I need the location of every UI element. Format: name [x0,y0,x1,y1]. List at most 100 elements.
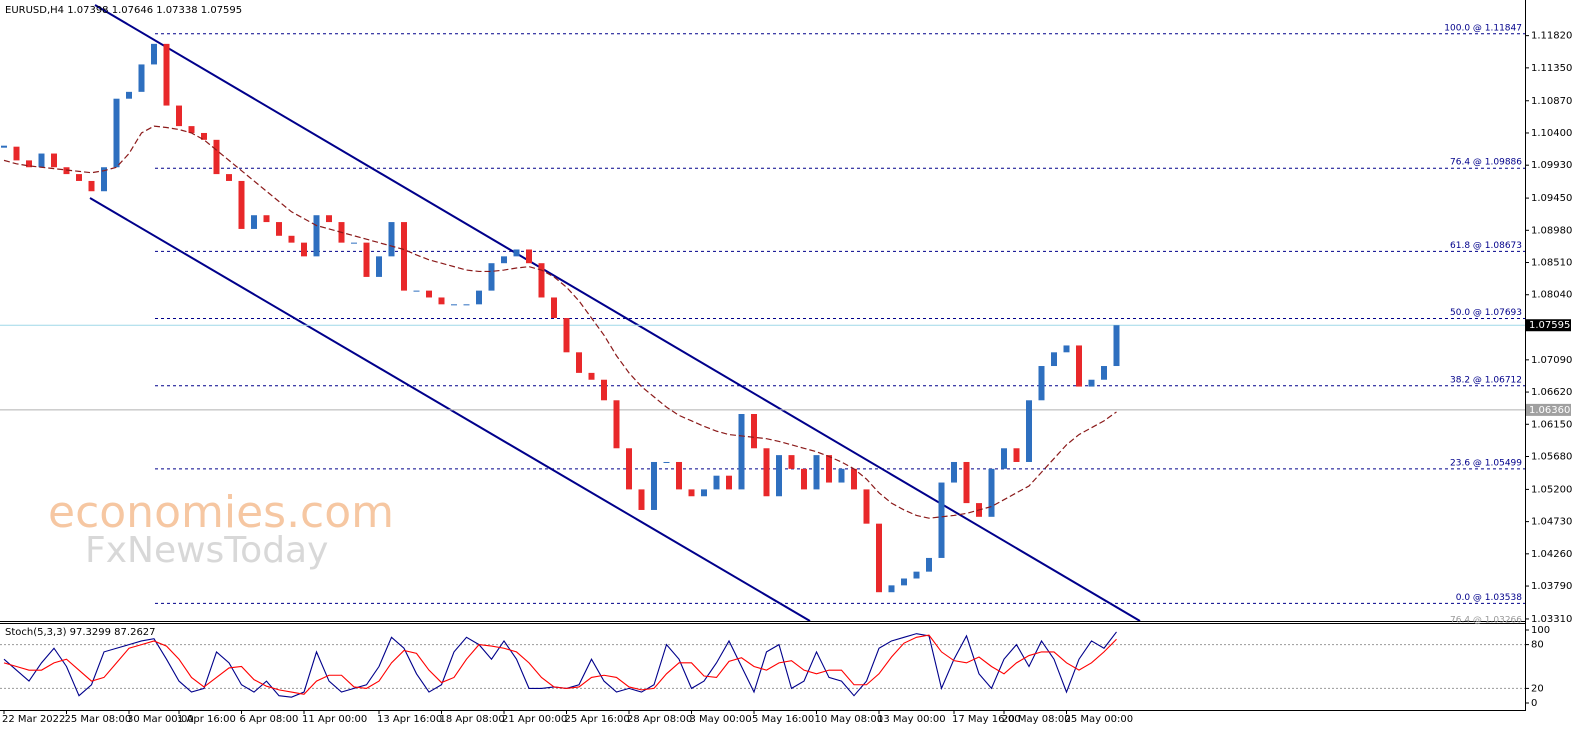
chart-title: EURUSD,H4 1.07398 1.07646 1.07338 1.0759… [5,5,242,16]
price-box-label: 1.06360 [1529,405,1570,416]
candle [113,98,120,168]
candle [863,489,870,524]
y-tick-label: 1.08040 [1531,290,1572,301]
price-box [1526,403,1571,416]
candle [88,180,95,192]
candle [1088,379,1095,387]
x-tick-label: 10 May 08:00 [815,714,884,725]
candle [313,215,320,257]
x-tick-label: 18 Apr 08:00 [440,714,505,725]
fib-label: 76.4 @ 1.03266 [1450,615,1522,625]
candle [538,263,545,298]
x-tick-label: 3 May 00:00 [690,714,752,725]
candle [876,523,882,593]
x-tick-label: 22 Mar 2022 [2,714,65,725]
candle [176,105,182,127]
candle [963,461,970,504]
candle [188,126,195,133]
x-tick-label: 25 Apr 16:00 [565,714,630,725]
candle [238,180,245,229]
candle [1063,345,1070,353]
candle [526,249,532,264]
candle [851,468,857,490]
x-tick-label: 25 Mar 08:00 [65,714,132,725]
candle [1001,448,1007,469]
channel-line [94,4,1141,622]
x-tick-label: 21 Apr 00:00 [502,714,567,725]
candle [376,256,382,277]
moving-average [3,125,1117,519]
y-tick-label: 1.04730 [1531,517,1572,528]
fib-label: 50.0 @ 1.07693 [1450,308,1522,318]
x-tick-label: 13 Apr 16:00 [377,714,442,725]
y-tick-label: 1.09930 [1531,160,1572,171]
fib-label: 100.0 @ 1.11847 [1444,23,1522,33]
x-tick-label: 6 Apr 08:00 [240,714,299,725]
candle [413,290,420,292]
candle [563,318,570,353]
candle [738,414,745,490]
candle [638,489,645,510]
candle [26,160,32,168]
candle [201,132,207,140]
x-tick-label: 5 May 16:00 [752,714,814,725]
candle [1038,366,1045,401]
candle [276,222,282,236]
candle [513,249,520,257]
y-tick-label: 100 [1531,625,1550,636]
candle [163,43,170,106]
fib-label: 38.2 @ 1.06712 [1450,375,1522,385]
candle [951,461,957,483]
candle [988,468,995,517]
fib-label: 0.0 @ 1.03538 [1456,593,1523,603]
candle [138,64,145,92]
candle [613,400,620,449]
y-tick-label: 1.10400 [1531,128,1572,139]
x-tick-label: 20 May 08:00 [1002,714,1071,725]
candle [651,461,657,510]
y-tick-label: 1.05200 [1531,484,1572,495]
candle [388,222,395,257]
y-tick-label: 0 [1531,698,1537,709]
candle [938,482,945,558]
candle [401,222,407,291]
y-tick-label: 80 [1531,640,1544,651]
candle [1113,325,1120,367]
candle [451,304,457,306]
candle [251,215,257,229]
y-tick-label: 1.08980 [1531,225,1572,236]
candle [476,290,482,305]
candle [888,585,895,593]
candle [38,153,45,168]
candle [263,215,270,223]
candle [51,153,57,168]
candle [626,448,632,490]
candle [601,379,607,401]
fib-label: 23.6 @ 1.05499 [1450,458,1522,468]
candle [726,475,732,490]
candle [1051,352,1057,367]
price-box-label: 1.07595 [1529,320,1570,331]
price-box [1526,319,1571,332]
fib-label: 76.4 @ 1.09886 [1450,158,1522,168]
x-tick-label: 30 Mar 00:00 [127,714,194,725]
candle [63,167,70,175]
y-tick-label: 1.05680 [1531,451,1572,462]
candle [101,167,107,192]
candle [813,455,820,490]
candle [151,43,157,65]
y-tick-label: 1.06150 [1531,419,1572,430]
candle [576,352,582,373]
y-tick-label: 1.03310 [1531,614,1572,625]
candle [801,468,807,490]
y-tick-label: 1.03790 [1531,581,1572,592]
candle [763,448,770,497]
x-tick-label: 13 May 00:00 [877,714,946,725]
candle [688,489,695,497]
candle [926,557,932,572]
candle [588,372,595,380]
candle [701,489,707,497]
candle [776,455,782,497]
